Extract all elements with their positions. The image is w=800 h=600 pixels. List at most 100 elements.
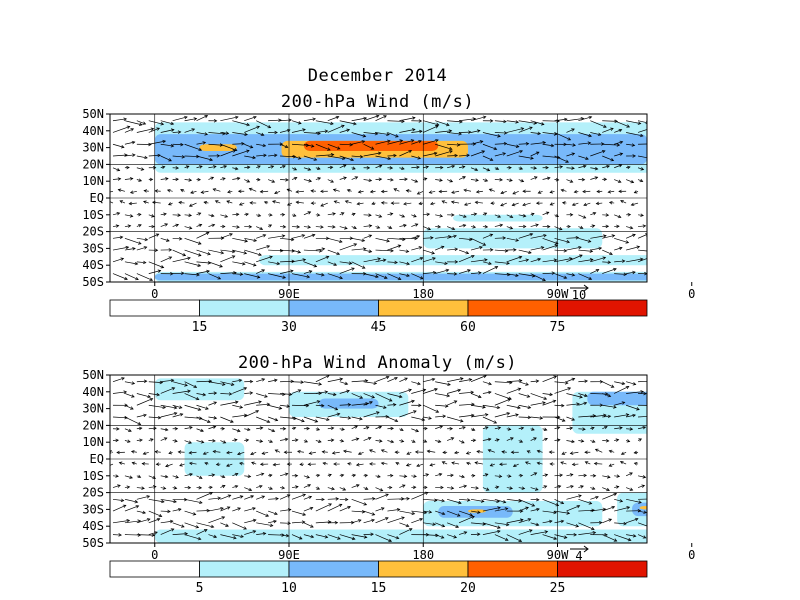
wind-vector xyxy=(208,474,215,477)
wind-vector xyxy=(327,273,343,279)
wind-vector xyxy=(232,522,247,530)
wind-vector-head xyxy=(301,419,305,423)
wind-vector-head xyxy=(542,141,547,145)
wind-vector-head xyxy=(642,475,647,479)
wind-vector xyxy=(172,257,191,263)
wind-vector xyxy=(447,416,464,422)
wind-vector-head xyxy=(440,165,444,170)
wind-vector xyxy=(506,120,519,123)
wind-vector-head xyxy=(351,536,356,541)
wind-vector xyxy=(470,246,483,251)
wind-vector-head xyxy=(174,426,179,431)
wind-vector-head xyxy=(282,392,286,397)
wind-vector xyxy=(220,522,229,527)
wind-vector xyxy=(614,120,630,128)
wind-vector-head xyxy=(582,164,587,169)
wind-vector xyxy=(494,132,507,134)
wind-vector xyxy=(136,427,142,430)
wind-vector-head xyxy=(227,494,232,498)
wind-vector-head xyxy=(498,474,503,479)
wind-vector-head xyxy=(175,475,179,479)
wind-vector-head xyxy=(440,535,445,539)
wind-vector xyxy=(494,224,503,227)
wind-vector-head xyxy=(339,377,344,381)
wind-vector xyxy=(124,404,134,410)
wind-vector xyxy=(124,261,138,265)
wind-vector xyxy=(423,498,437,501)
wind-vector xyxy=(430,202,436,205)
wind-vector-head xyxy=(480,499,485,503)
wind-vector xyxy=(184,404,201,411)
wind-vector xyxy=(554,404,564,407)
wind-vector xyxy=(530,508,540,512)
wind-vector xyxy=(208,516,225,524)
wind-vector xyxy=(637,155,647,159)
wind-vector-head xyxy=(217,276,222,280)
wind-vector-head xyxy=(533,176,538,180)
wind-vector xyxy=(339,243,357,251)
wind-vector-head xyxy=(205,231,210,236)
wind-vector-head xyxy=(503,141,508,146)
wind-vector xyxy=(315,177,321,180)
wind-vector-head xyxy=(143,189,148,193)
wind-vector-head xyxy=(274,449,279,453)
wind-vector xyxy=(268,404,282,409)
wind-vector-head xyxy=(446,393,451,398)
wind-vector xyxy=(542,143,554,147)
wind-vector-head xyxy=(213,119,218,123)
wind-vector xyxy=(459,414,474,418)
wind-vector-head xyxy=(271,179,276,183)
wind-vector xyxy=(447,143,460,146)
wind-vector-head xyxy=(293,176,298,181)
wind-vector xyxy=(136,534,155,536)
wind-vector-head xyxy=(513,248,517,252)
wind-vector-head xyxy=(639,133,644,138)
wind-vector-head xyxy=(503,119,507,124)
wind-vector-head xyxy=(235,212,240,217)
wind-vector xyxy=(256,132,264,136)
wind-vector xyxy=(470,498,484,502)
wind-vector-head xyxy=(298,121,302,125)
wind-vector-head xyxy=(401,484,406,488)
wind-vector-head xyxy=(282,225,287,229)
wind-vector-head xyxy=(497,426,502,430)
wind-vector xyxy=(136,487,145,489)
wind-vector xyxy=(322,451,328,453)
wind-vector-head xyxy=(406,451,411,455)
figure-title: December 2014 xyxy=(307,66,448,86)
wind-vector xyxy=(566,128,575,133)
wind-vector-head xyxy=(406,497,410,501)
wind-vector xyxy=(327,404,338,411)
wind-vector-head xyxy=(617,179,622,183)
wind-vector xyxy=(112,236,123,239)
wind-vector-head xyxy=(602,256,607,260)
wind-vector xyxy=(423,257,436,263)
wind-vector xyxy=(566,440,575,443)
wind-vector-head xyxy=(487,449,492,453)
wind-vector xyxy=(470,238,486,246)
wind-vector xyxy=(196,232,210,239)
wind-vector xyxy=(189,202,197,207)
wind-vector-head xyxy=(639,178,644,183)
wind-vector-head xyxy=(213,534,218,539)
wind-vector xyxy=(447,235,457,239)
colorbar-swatch xyxy=(557,560,648,578)
wind-vector-head xyxy=(535,379,540,383)
wind-vector-head xyxy=(557,484,562,489)
wind-vector xyxy=(112,484,121,488)
wind-vector xyxy=(494,120,507,122)
wind-vector-head xyxy=(591,439,596,443)
wind-vector-head xyxy=(149,397,154,402)
wind-vector-head xyxy=(197,212,202,216)
wind-vector-head xyxy=(212,439,216,443)
wind-vector-head xyxy=(331,451,336,455)
wind-vector xyxy=(327,534,341,540)
wind-vector xyxy=(626,246,640,251)
wind-vector-head xyxy=(344,200,349,204)
wind-vector-head xyxy=(395,461,399,466)
lon-tick-label: 90E xyxy=(278,548,300,562)
wind-vector-head xyxy=(106,200,109,203)
wind-vector xyxy=(494,534,509,541)
wind-vector-head xyxy=(271,428,276,433)
wind-vector-head xyxy=(138,224,142,228)
